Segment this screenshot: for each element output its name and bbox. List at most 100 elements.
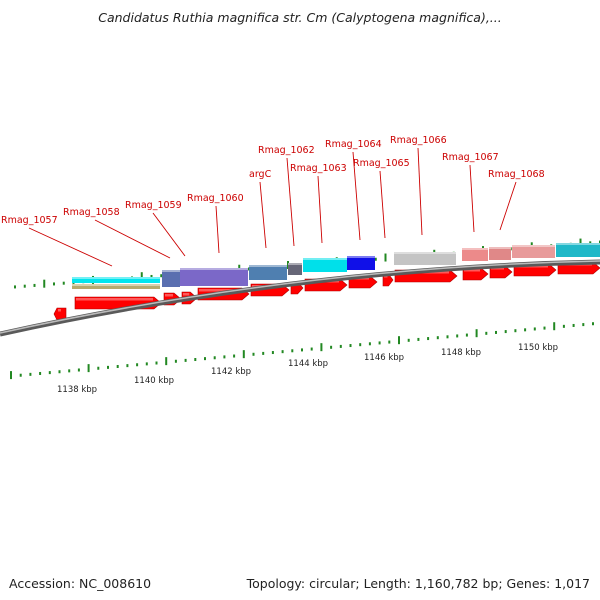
scale-label-group: 1138 kbp 1140 kbp 1142 kbp 1144 kbp 1146 kbp… <box>57 343 558 395</box>
lower-tick <box>349 344 352 348</box>
leader-line <box>152 212 186 257</box>
lower-tick <box>446 335 449 339</box>
lower-tick <box>174 359 177 363</box>
cog-block-1057-shine <box>72 277 160 279</box>
lower-tick <box>514 329 517 333</box>
upper-tick <box>374 257 377 261</box>
lower-tick <box>39 371 42 375</box>
gene-arrow-1059-shine <box>183 293 190 296</box>
upper-tick <box>33 283 36 287</box>
upper-tick <box>150 274 153 278</box>
gene-label-group: Rmag_1057 Rmag_1058 Rmag_1059 Rmag_1060 argC… <box>1 135 545 226</box>
gene-label: argC <box>249 169 272 180</box>
lower-tick <box>107 365 109 369</box>
lower-tick <box>475 329 478 338</box>
lower-tick <box>77 368 80 372</box>
upper-tick <box>140 272 143 281</box>
leader-line <box>259 181 267 249</box>
genome-title: Candidatus Ruthia magnifica str. Cm (Cal… <box>98 10 502 25</box>
leader-line <box>352 151 361 241</box>
cog-block-1067-shine <box>489 247 511 249</box>
cog-block-1060 <box>249 265 287 280</box>
upper-tick <box>53 282 55 286</box>
lower-tick <box>116 364 119 368</box>
upper-tick <box>579 238 582 247</box>
lower-tick <box>543 326 546 330</box>
lower-tick <box>359 343 362 347</box>
upper-tick <box>589 241 592 245</box>
scale-label: 1144 kbp <box>288 359 328 369</box>
upper-tick <box>14 285 16 289</box>
lower-tick <box>48 371 51 375</box>
lower-tick <box>310 347 313 351</box>
cog-block-1067-b-shine <box>512 245 555 247</box>
cog-block-1067 <box>489 247 511 260</box>
upper-tick <box>384 253 387 262</box>
lower-tick <box>271 351 274 355</box>
lower-tick <box>136 363 139 367</box>
lower-tick <box>465 333 468 337</box>
cog-block-1060-shine <box>249 265 287 267</box>
lower-tick <box>301 348 303 352</box>
gene-label: Rmag_1060 <box>187 193 244 204</box>
lower-tick <box>553 322 556 331</box>
cog-color-track <box>72 243 600 289</box>
cog-block-1066 <box>462 248 488 261</box>
leader-line <box>28 227 113 267</box>
lower-tick <box>97 366 100 370</box>
scale-label: 1148 kbp <box>441 348 481 358</box>
scale-label: 1150 kbp <box>518 343 558 353</box>
gene-label: Rmag_1058 <box>63 207 120 218</box>
cog-block-1068 <box>556 243 600 257</box>
accession-text: Accession: NC_008610 <box>9 576 152 591</box>
lower-tick <box>504 330 507 334</box>
lower-tick <box>427 337 430 341</box>
gene-label: Rmag_1066 <box>390 135 447 146</box>
lower-tick <box>252 352 255 356</box>
upper-tick <box>23 284 26 288</box>
cog-block-1059-shine <box>180 268 248 270</box>
lower-tick <box>58 370 61 374</box>
lower-tick <box>10 371 12 380</box>
leader-line <box>286 157 295 247</box>
lower-tick <box>184 358 187 362</box>
lower-tick-track <box>10 322 594 380</box>
lower-tick <box>165 357 168 366</box>
lower-tick <box>126 364 129 368</box>
genome-backbone <box>0 259 600 337</box>
cog-block-1068-shine <box>556 243 600 245</box>
scale-label: 1140 kbp <box>134 376 174 386</box>
leader-line <box>417 147 423 236</box>
upper-tick <box>62 281 65 285</box>
lower-tick <box>417 337 420 341</box>
gene-arrow-1056-shine <box>58 309 61 312</box>
upper-tick <box>43 279 46 288</box>
topology-text: Topology: circular; Length: 1,160,782 bp… <box>246 576 590 591</box>
lower-tick <box>485 331 488 335</box>
lower-tick <box>330 345 333 349</box>
gene-arrow-1058-shine <box>165 294 173 297</box>
gene-arrow-1067-shine <box>464 269 480 272</box>
lower-tick <box>194 358 197 362</box>
lower-tick <box>291 349 294 353</box>
gene-arrow-1057-shine <box>76 298 153 301</box>
lower-tick <box>495 330 497 334</box>
gene-label: Rmag_1057 <box>1 215 58 226</box>
gene-label: Rmag_1059 <box>125 200 182 211</box>
cog-block-1057-b <box>72 284 160 289</box>
upper-tick <box>160 274 163 278</box>
leader-line <box>94 219 171 259</box>
lower-tick <box>398 336 400 345</box>
cog-block-1065-shine <box>394 252 456 254</box>
label-leader-lines <box>28 147 517 267</box>
lower-tick <box>572 323 575 327</box>
cog-block-1058 <box>162 270 180 287</box>
cog-block-1066-shine <box>462 248 488 250</box>
lower-tick <box>456 334 459 338</box>
lower-tick <box>145 362 148 366</box>
lower-tick <box>155 361 158 365</box>
gene-arrow-1060-shine <box>199 289 241 292</box>
cog-block-argc <box>288 263 302 275</box>
